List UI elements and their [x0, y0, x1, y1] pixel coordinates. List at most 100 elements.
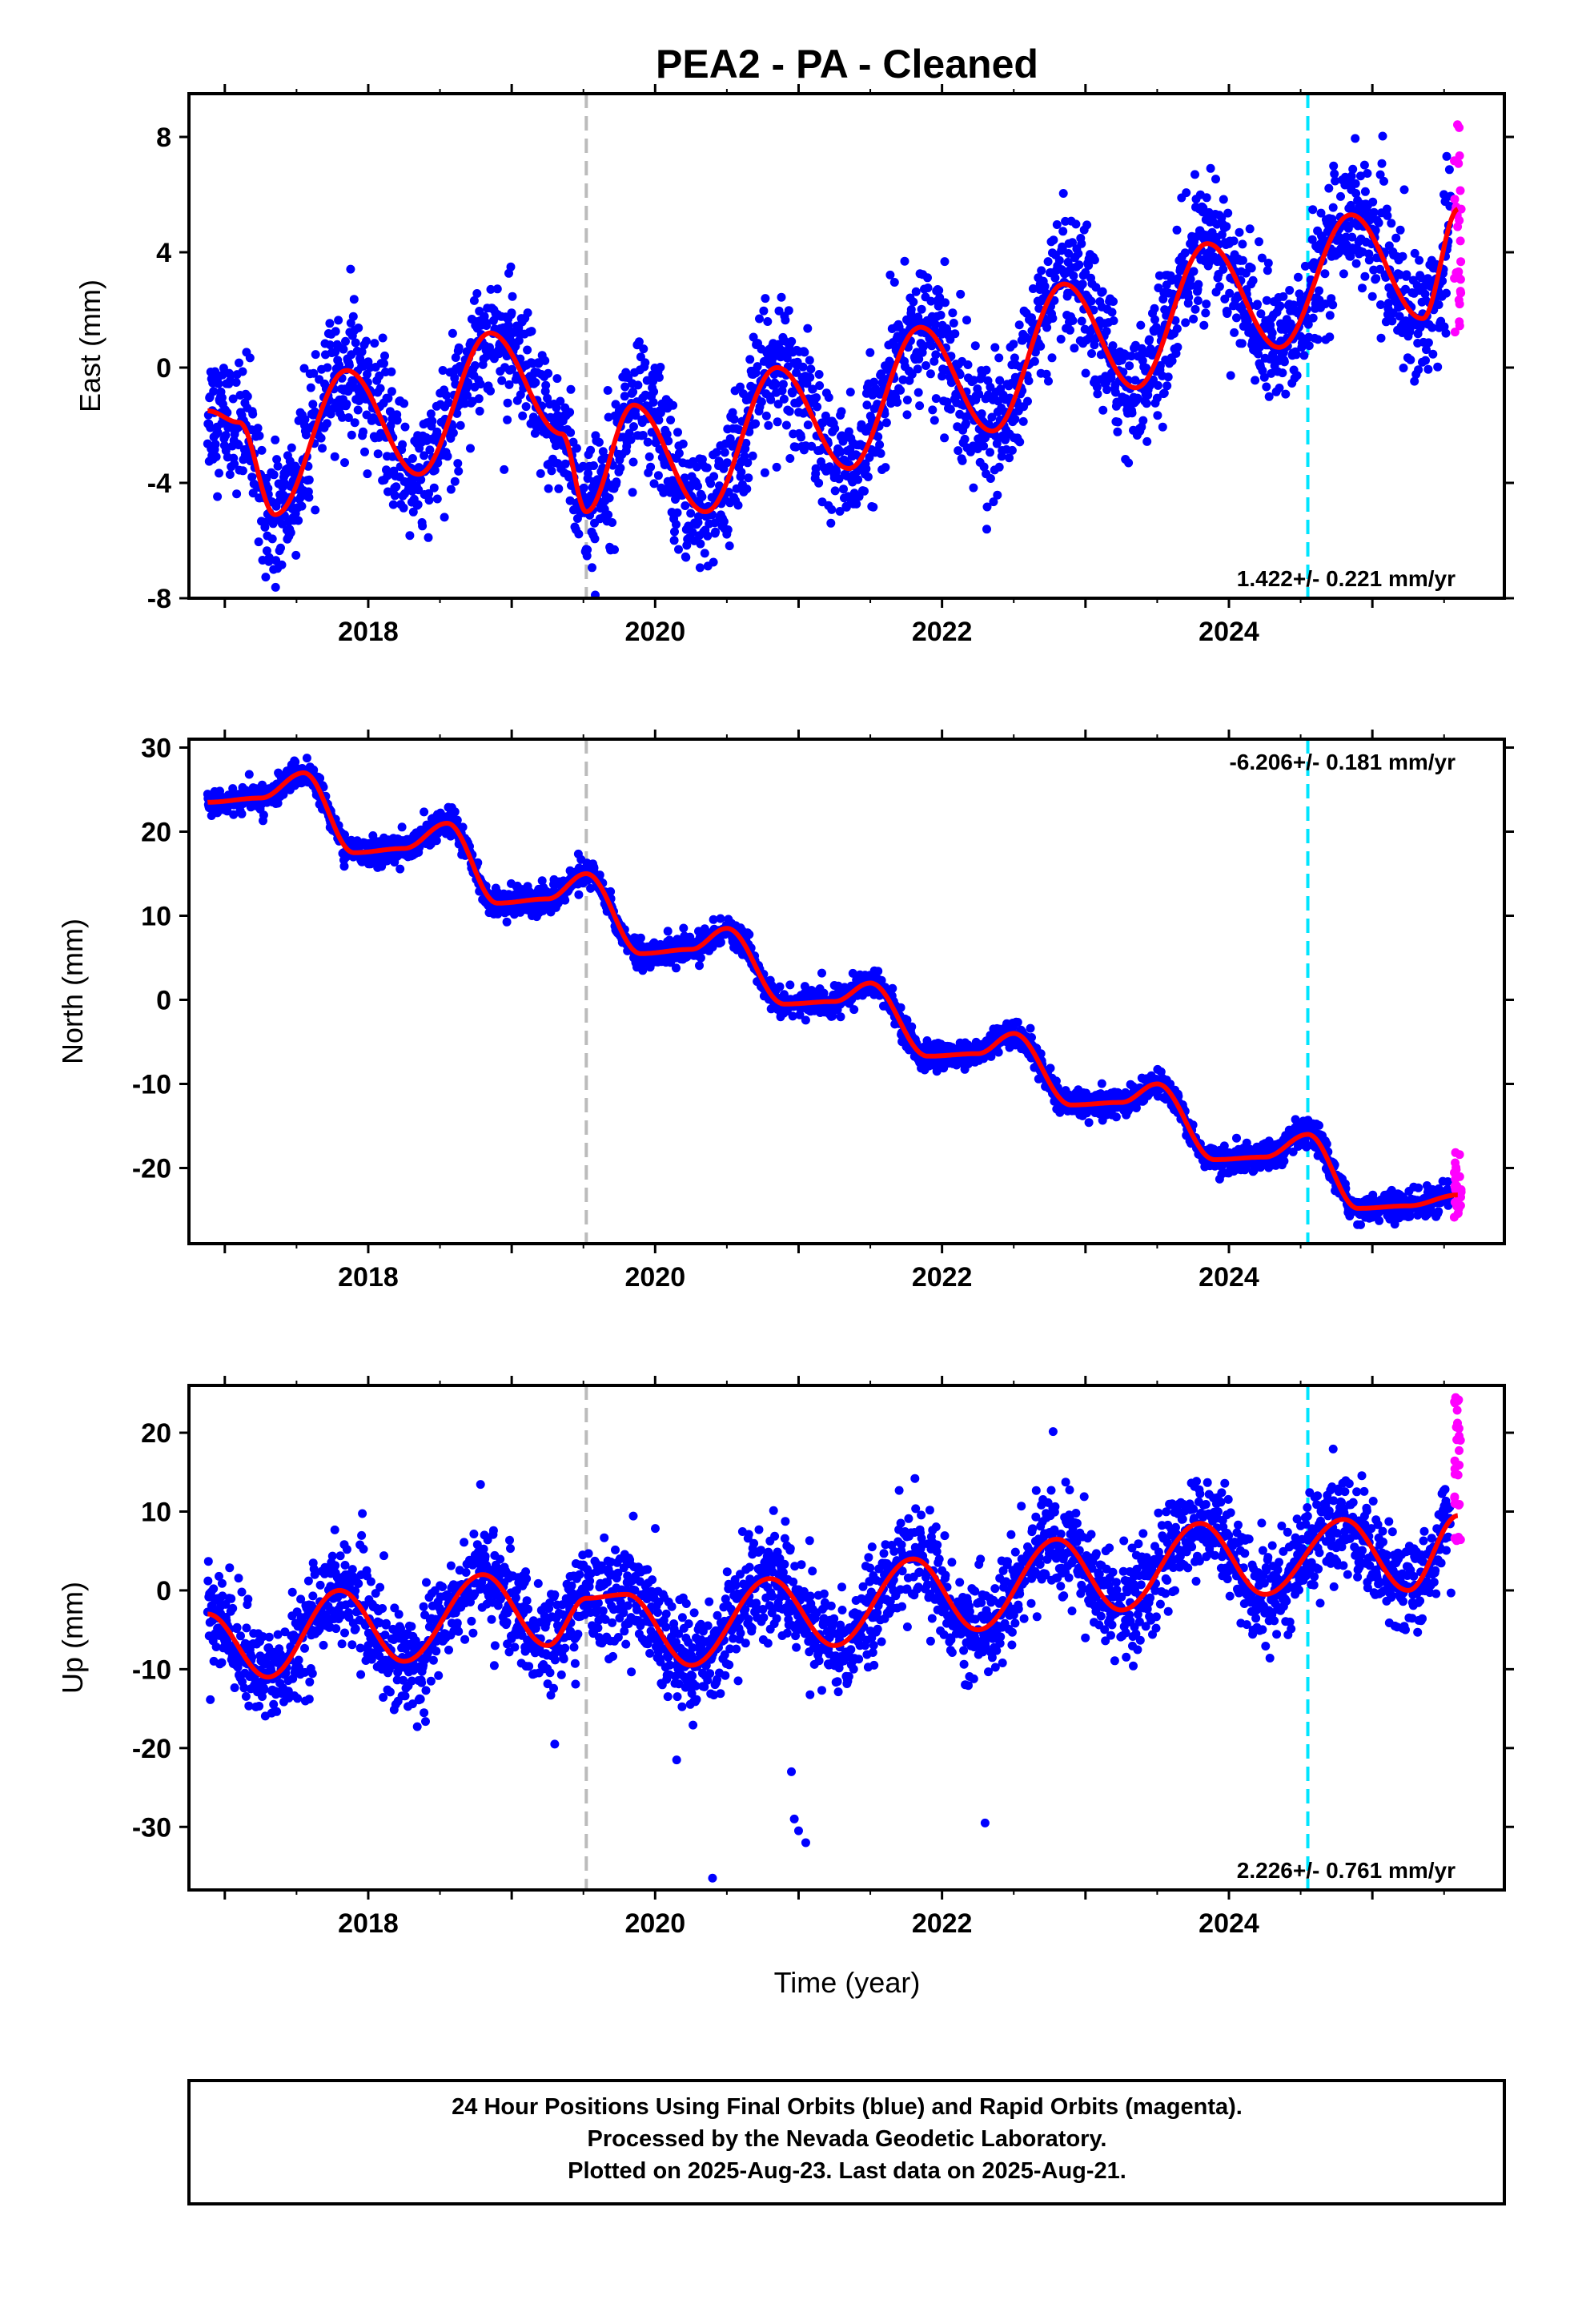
east-final-orbit-point	[986, 448, 994, 457]
east-final-orbit-point	[1405, 324, 1415, 333]
east-final-orbit-point	[476, 380, 485, 389]
east-final-orbit-point	[398, 440, 408, 449]
east-rapid-orbit-point	[1450, 274, 1460, 283]
east-final-orbit-point	[1423, 338, 1433, 348]
east-final-orbit-point	[982, 502, 992, 512]
east-final-orbit-point	[1184, 292, 1194, 302]
east-final-orbit-point	[405, 531, 415, 541]
east-rapid-orbit-point	[1455, 215, 1464, 225]
east-final-orbit-point	[257, 445, 267, 455]
east-final-orbit-point	[472, 289, 482, 298]
east-final-orbit-point	[213, 428, 223, 437]
east-final-orbit-point	[1219, 264, 1228, 274]
east-final-orbit-point	[869, 377, 879, 387]
east-final-orbit-point	[1044, 376, 1053, 386]
north-final-orbit-point	[1036, 1049, 1046, 1059]
east-final-orbit-point	[1024, 376, 1034, 385]
north-final-orbit-point	[695, 961, 704, 971]
east-final-orbit-point	[588, 563, 596, 573]
east-final-orbit-point	[359, 427, 367, 436]
east-final-orbit-point	[424, 533, 433, 542]
east-panel: 8 4 0 -4 -8 2018 2020 2022 2024 East (mm…	[74, 84, 1514, 647]
east-final-orbit-point	[781, 316, 790, 325]
east-final-orbit-point	[1402, 270, 1411, 279]
east-final-orbit-point	[248, 489, 258, 498]
east-final-orbit-point	[1047, 353, 1057, 363]
east-final-orbit-point	[1320, 300, 1330, 308]
east-final-orbit-point	[1275, 384, 1284, 392]
east-final-orbit-point	[616, 463, 625, 472]
east-final-orbit-point	[1254, 349, 1263, 359]
east-final-orbit-point	[725, 541, 734, 551]
east-final-orbit-point	[1010, 353, 1019, 363]
east-final-orbit-point	[1294, 272, 1303, 282]
north-final-orbit-point	[745, 930, 754, 939]
east-final-orbit-point	[211, 440, 220, 449]
east-final-orbit-point	[1325, 311, 1335, 320]
east-final-orbit-point	[1320, 269, 1330, 279]
east-final-orbit-point	[387, 387, 396, 396]
east-final-orbit-point	[656, 408, 665, 417]
east-final-orbit-point	[1217, 230, 1227, 239]
north-final-orbit-point	[696, 953, 705, 963]
north-final-orbit-point	[237, 809, 247, 818]
east-final-orbit-point	[1054, 255, 1064, 265]
east-final-orbit-point	[383, 393, 393, 403]
east-final-orbit-point	[1130, 376, 1140, 385]
east-final-orbit-point	[722, 458, 732, 468]
east-final-orbit-point	[426, 409, 436, 419]
east-final-orbit-point	[1186, 280, 1196, 290]
east-final-orbit-point	[1226, 371, 1235, 380]
east-x-tick-label: 2022	[912, 617, 973, 647]
east-final-orbit-point	[579, 483, 588, 493]
east-final-orbit-point	[1109, 316, 1118, 325]
east-final-orbit-point	[1142, 364, 1151, 373]
east-final-orbit-point	[994, 353, 1004, 363]
east-final-orbit-point	[1037, 266, 1046, 275]
north-final-orbit-point	[1084, 1118, 1094, 1128]
east-final-orbit-point	[865, 452, 874, 462]
east-rapid-orbit-point	[1450, 328, 1460, 337]
east-final-orbit-point	[400, 399, 409, 408]
east-final-orbit-point	[986, 474, 995, 483]
east-final-orbit-point	[503, 398, 512, 408]
east-final-orbit-point	[1030, 348, 1040, 357]
east-final-orbit-point	[1348, 164, 1358, 174]
east-final-orbit-point	[1395, 225, 1405, 235]
east-final-orbit-point	[1259, 372, 1269, 382]
east-final-orbit-point	[1093, 389, 1102, 399]
east-final-orbit-point	[1258, 366, 1267, 376]
east-final-orbit-point	[1315, 286, 1323, 296]
north-final-orbit-point	[1046, 1063, 1055, 1073]
north-final-orbit-point	[473, 858, 483, 867]
east-final-orbit-point	[1172, 324, 1182, 333]
east-final-orbit-point	[1206, 163, 1215, 173]
east-final-orbit-point	[760, 468, 769, 477]
east-final-orbit-point	[344, 360, 354, 370]
east-final-orbit-point	[674, 448, 684, 458]
east-final-orbit-point	[1162, 381, 1172, 391]
east-final-orbit-point	[653, 471, 663, 480]
east-final-orbit-point	[729, 415, 739, 424]
east-final-orbit-point	[654, 372, 664, 382]
north-final-orbit-point	[877, 975, 886, 985]
east-final-orbit-point	[1107, 308, 1117, 317]
east-final-orbit-point	[1199, 320, 1209, 330]
east-final-orbit-point	[1133, 393, 1142, 403]
east-final-orbit-point	[350, 418, 359, 428]
east-final-orbit-point	[743, 458, 753, 468]
north-panel: 30 20 10 0 -10 -20 2018 2020 2022 2024 N…	[56, 730, 1514, 1293]
east-y-tick-label: -8	[147, 584, 171, 614]
north-final-orbit-point	[801, 1015, 810, 1025]
east-final-orbit-point	[921, 361, 930, 370]
east-final-orbit-point	[728, 408, 737, 417]
east-final-orbit-point	[1339, 269, 1348, 279]
east-final-orbit-point	[1138, 416, 1148, 425]
east-final-orbit-point	[1376, 300, 1385, 309]
east-final-orbit-point	[482, 321, 492, 330]
east-final-orbit-point	[503, 415, 512, 424]
east-final-orbit-point	[914, 354, 924, 364]
east-final-orbit-point	[448, 428, 458, 438]
east-final-orbit-point	[1194, 279, 1203, 289]
east-final-orbit-point	[347, 430, 356, 440]
